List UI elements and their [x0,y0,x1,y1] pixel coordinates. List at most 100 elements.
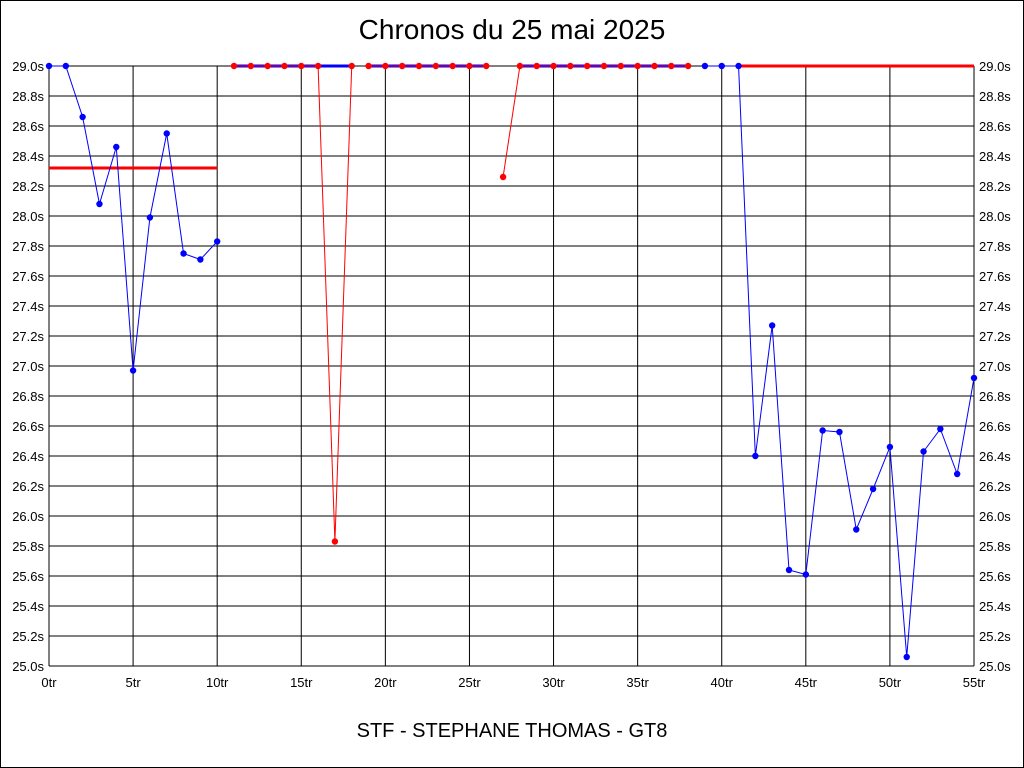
data-point [45,62,53,70]
data-point [651,62,658,70]
data-point [483,62,490,70]
series-line [704,65,975,658]
y-tick-label-left: 27.4s [12,299,44,314]
data-point [802,571,810,578]
chart-title: Chronos du 25 mai 2025 [358,14,666,45]
y-tick-label-left: 27.0s [12,359,44,374]
data-point [197,256,204,263]
y-tick-label-right: 29.0s [979,59,1011,74]
data-point [146,214,154,221]
data-point [163,130,170,137]
y-tick-label-right: 28.6s [979,119,1011,134]
y-tick-label-right: 27.0s [979,359,1011,374]
data-point [79,113,86,121]
y-tick-label-left: 28.6s [12,119,44,134]
data-point [785,566,793,574]
y-tick-label-left: 25.4s [12,599,44,614]
data-point [432,62,440,70]
data-point [970,374,978,382]
x-tick-label: 20tr [374,675,397,690]
data-point [516,62,524,70]
x-tick-label: 10tr [206,675,229,690]
data-point [953,470,961,478]
data-point [735,62,742,70]
data-point [499,173,507,181]
y-tick-label-right: 25.8s [979,539,1011,554]
series-line [234,65,353,542]
data-point [836,428,843,436]
data-point [298,62,305,70]
data-point [668,62,675,70]
data-point [348,62,355,70]
x-tick-label: 45tr [795,675,818,690]
y-tick-label-right: 28.2s [979,179,1011,194]
data-point [62,62,70,70]
y-tick-label-left: 28.2s [12,179,44,194]
data-point [180,250,187,257]
data-point [768,322,776,329]
data-point [583,62,591,70]
y-tick-label-left: 26.0s [12,509,44,524]
data-point [230,62,238,70]
y-tick-label-right: 28.0s [979,209,1011,224]
y-tick-label-right: 26.2s [979,479,1011,494]
data-point [382,62,389,70]
data-point [129,367,137,374]
y-tick-label-left: 28.0s [12,209,44,224]
data-point [415,62,423,70]
y-tick-label-left: 25.6s [12,569,44,584]
y-tick-label-left: 25.0s [12,659,44,674]
x-tick-label: 30tr [542,675,565,690]
y-tick-label-right: 26.4s [979,449,1011,464]
data-point [466,62,473,70]
data-point [903,653,910,661]
x-tick-label: 55tr [963,675,986,690]
y-tick-label-right: 26.0s [979,509,1011,524]
x-tick-label: 25tr [458,675,481,690]
data-point [113,143,120,151]
x-tick-label: 40tr [711,675,734,690]
y-tick-label-left: 28.8s [12,89,44,104]
series-line [502,65,689,178]
data-point [331,538,339,545]
data-point [365,62,372,70]
data-point [634,62,641,70]
x-tick-label: 50tr [879,675,902,690]
y-tick-label-left: 27.6s [12,269,44,284]
data-point [533,62,540,70]
y-tick-label-left: 26.2s [12,479,44,494]
data-point [213,238,221,245]
data-point [684,62,692,70]
data-point [600,62,608,70]
x-tick-label: 0tr [41,675,57,690]
y-tick-label-left: 26.8s [12,389,44,404]
data-point [869,485,877,493]
data-point [937,425,944,433]
data-point [920,448,927,455]
data-point [617,62,625,70]
x-tick-label: 35tr [626,675,649,690]
y-tick-label-left: 29.0s [12,59,44,74]
data-point [264,62,271,70]
data-point [819,427,826,434]
data-point [701,62,709,70]
data-point [398,62,406,70]
y-tick-label-right: 27.8s [979,239,1011,254]
data-point [752,452,759,460]
y-tick-label-right: 28.8s [979,89,1011,104]
y-tick-label-right: 28.4s [979,149,1011,164]
data-point [314,62,322,70]
y-tick-label-right: 25.2s [979,629,1011,644]
x-tick-label: 15tr [290,675,313,690]
y-tick-label-left: 27.2s [12,329,44,344]
y-tick-label-left: 26.6s [12,419,44,434]
y-tick-label-left: 25.8s [12,539,44,554]
data-point [247,62,255,70]
data-point [853,526,860,533]
y-tick-label-left: 27.8s [12,239,44,254]
y-tick-label-right: 25.4s [979,599,1011,614]
y-tick-label-right: 27.4s [979,299,1011,314]
y-tick-label-right: 26.8s [979,389,1011,404]
data-point [567,62,574,70]
